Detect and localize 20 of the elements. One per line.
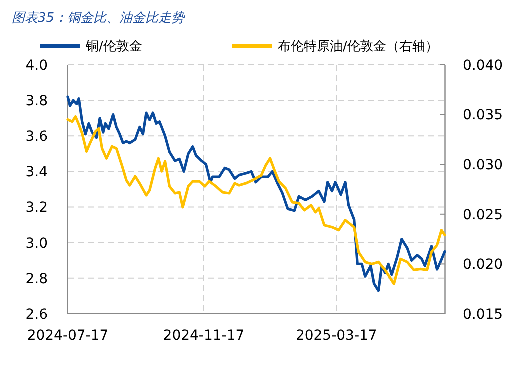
y2-tick-label: 0.040 [463,58,504,74]
x-tick-label: 2024-07-17 [27,328,109,344]
y2-tick-label: 0.030 [463,158,504,174]
y-tick-label: 3.2 [26,200,48,216]
y2-tick-label: 0.015 [463,306,504,323]
y2-tick-label: 0.020 [463,257,504,274]
y-tick-label: 2.6 [26,306,48,323]
y2-tick-label: 0.035 [463,108,504,124]
y-tick-label: 3.6 [26,129,48,146]
chart-title: 图表35：铜金比、油金比走势 [12,11,186,26]
y2-tick-label: 0.025 [463,207,504,224]
y-tick-label: 4.0 [26,58,48,74]
y-tick-label: 3.8 [26,93,48,110]
y-tick-label: 3.4 [26,164,48,181]
y-tick-label: 3.0 [26,236,48,252]
legend-label: 铜/伦敦金 [85,40,142,55]
x-tick-label: 2025-03-17 [296,328,378,344]
y-tick-label: 2.8 [26,271,48,288]
legend-label: 布伦特原油/伦敦金（右轴） [278,40,438,55]
x-tick-label: 2024-11-17 [163,328,245,344]
